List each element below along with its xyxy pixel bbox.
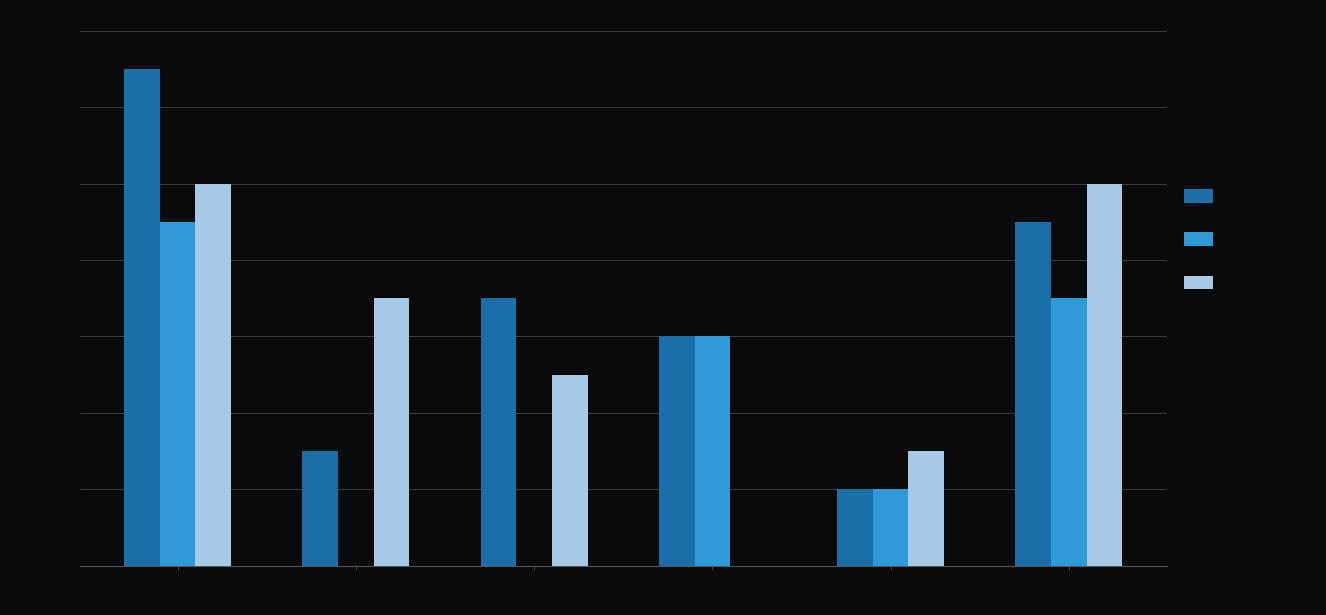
Bar: [374, 298, 410, 566]
Bar: [480, 298, 516, 566]
Bar: [695, 336, 731, 566]
Bar: [837, 490, 873, 566]
Bar: [159, 222, 195, 566]
Bar: [195, 184, 231, 566]
Bar: [659, 336, 695, 566]
Bar: [1016, 222, 1052, 566]
Bar: [1087, 184, 1122, 566]
Bar: [873, 490, 908, 566]
Bar: [1052, 298, 1087, 566]
Bar: [302, 451, 338, 566]
Bar: [908, 451, 944, 566]
Bar: [552, 375, 587, 566]
Bar: [125, 69, 159, 566]
